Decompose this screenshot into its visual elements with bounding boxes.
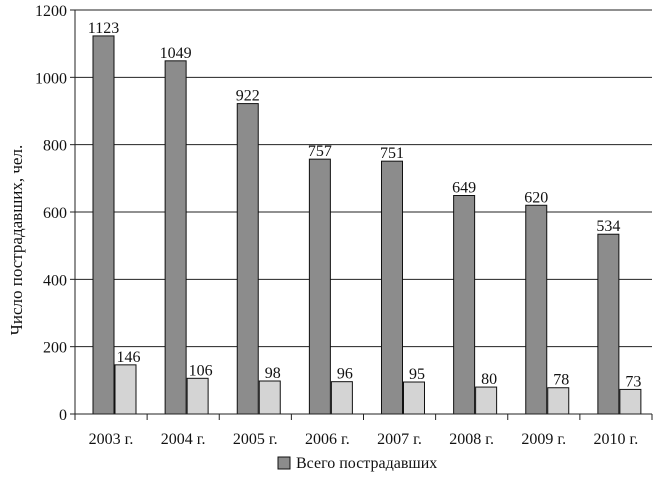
bar-secondary — [330, 381, 353, 415]
bar-total — [308, 158, 331, 415]
data-label: 96 — [337, 366, 353, 383]
data-label: 620 — [524, 189, 548, 206]
y-tick-label: 1200 — [35, 3, 67, 20]
data-label: 80 — [481, 371, 497, 388]
bar-total — [92, 35, 115, 415]
legend-swatch — [277, 456, 291, 470]
x-tick-label: 2005 г. — [233, 431, 278, 448]
bar-total — [453, 195, 476, 415]
data-label: 757 — [308, 143, 332, 160]
y-tick-label: 400 — [43, 272, 67, 289]
data-label: 649 — [452, 180, 476, 197]
bars — [92, 35, 642, 415]
data-label: 534 — [596, 218, 620, 235]
y-axis-title: Число пострадавших, чел. — [7, 145, 26, 335]
x-tick-label: 2007 г. — [377, 431, 422, 448]
x-tick-label: 2004 г. — [161, 431, 206, 448]
legend-label: Всего пострадавших — [296, 455, 437, 472]
bar-secondary — [258, 380, 281, 415]
bar-total — [525, 204, 548, 415]
bar-secondary — [114, 364, 137, 415]
data-label: 1049 — [160, 45, 192, 62]
bar-total — [597, 233, 620, 415]
x-tick-label: 2006 г. — [305, 431, 350, 448]
y-tick-label: 1000 — [35, 70, 67, 87]
x-tick-label: 2008 г. — [449, 431, 494, 448]
data-label: 751 — [380, 145, 404, 162]
x-tick-label: 2003 г. — [89, 431, 134, 448]
data-label: 73 — [625, 373, 641, 390]
tick-labels: 0 200 400 600 800 1000 1200 2003 г. 2004 г. 2005 … — [35, 3, 638, 448]
data-label: 922 — [236, 88, 260, 105]
data-label: 95 — [409, 366, 425, 383]
bar-secondary — [186, 377, 209, 415]
data-label: 98 — [265, 365, 281, 382]
y-tick-label: 600 — [43, 205, 67, 222]
bar-total — [381, 160, 403, 415]
x-tick-label: 2009 г. — [521, 431, 566, 448]
y-tick-label: 200 — [43, 340, 67, 357]
x-tick-label: 2010 г. — [594, 431, 639, 448]
data-label: 146 — [117, 349, 141, 366]
bar-total — [236, 103, 259, 415]
bar-total — [164, 60, 187, 415]
data-label: 1123 — [88, 20, 119, 37]
bar-secondary — [619, 388, 642, 415]
axes — [70, 9, 653, 420]
data-labels: 1123 146 1049 106 922 98 757 96 751 95 649 80 620 78 5… — [88, 20, 642, 391]
bar-secondary — [475, 386, 498, 415]
legend: Всего пострадавших — [277, 455, 437, 472]
data-label: 106 — [189, 362, 213, 379]
y-tick-label: 0 — [59, 407, 67, 424]
bar-secondary — [403, 381, 425, 415]
bar-secondary — [547, 387, 570, 415]
y-tick-label: 800 — [43, 138, 67, 155]
data-label: 78 — [553, 372, 569, 389]
